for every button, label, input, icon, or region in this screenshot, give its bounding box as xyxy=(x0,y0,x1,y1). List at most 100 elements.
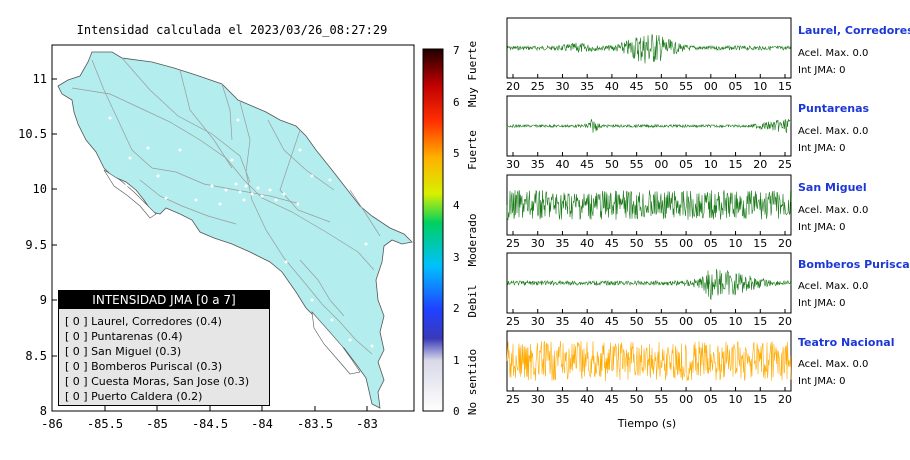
time-tick-label: 45 xyxy=(605,237,619,250)
time-tick-label: 35 xyxy=(531,158,545,171)
waveform-trace xyxy=(506,340,792,382)
colorbar-labels: No sentido Debil Moderado Fuerte Muy Fue… xyxy=(466,41,479,415)
station-name: San Miguel xyxy=(798,181,867,194)
station-jma: Int JMA: 0 xyxy=(798,376,846,387)
colorbar-tick: 3 xyxy=(453,251,460,264)
map-x-tick: -85 xyxy=(146,417,168,431)
time-tick-label: 10 xyxy=(729,315,743,328)
time-tick-label: 10 xyxy=(729,393,743,406)
legend-item: [ 0 ] Laurel, Corredores (0.4) xyxy=(65,315,222,328)
time-tick-label: 40 xyxy=(555,158,569,171)
time-tick-label: 55 xyxy=(654,237,668,250)
time-tick-label: 00 xyxy=(679,237,693,250)
colorbar-tick: 7 xyxy=(453,44,460,57)
time-tick-label: 30 xyxy=(531,393,545,406)
map-x-tick: -85.5 xyxy=(87,417,123,431)
time-tick-label: 55 xyxy=(630,158,644,171)
time-tick-label: 20 xyxy=(778,237,792,250)
station-name: Bomberos Puriscal xyxy=(798,258,910,271)
time-tick-label: 50 xyxy=(630,237,644,250)
map-y-tick: 8.5 xyxy=(25,349,47,363)
time-tick-label: 30 xyxy=(555,80,569,93)
colorbar-label: Moderado xyxy=(466,214,479,267)
intensity-colorbar xyxy=(422,48,444,412)
time-tick-label: 50 xyxy=(630,393,644,406)
station-name: Teatro Nacional xyxy=(798,336,895,349)
colorbar-tick: 0 xyxy=(453,405,460,418)
time-tick-label: 15 xyxy=(753,393,767,406)
station-acel: Acel. Max. 0.0 xyxy=(798,359,869,370)
time-tick-label: 25 xyxy=(531,80,545,93)
seismogram-panels: 20 25 30 35 40 45 50 55 00 05 10 15 30 35 40 45 50 55 00 05… xyxy=(506,17,792,406)
time-tick-label: 45 xyxy=(580,158,594,171)
time-tick-label: 00 xyxy=(679,393,693,406)
time-tick-label: 25 xyxy=(506,393,520,406)
time-tick-label: 20 xyxy=(778,315,792,328)
time-tick-label: 45 xyxy=(630,80,644,93)
time-tick-label: 35 xyxy=(555,315,569,328)
time-tick-label: 45 xyxy=(605,393,619,406)
colorbar-label: Muy Fuerte xyxy=(466,41,479,107)
time-tick-label: 25 xyxy=(778,158,792,171)
time-tick-label: 35 xyxy=(580,80,594,93)
time-tick-label: 55 xyxy=(654,393,668,406)
time-tick-label: 05 xyxy=(679,158,693,171)
legend-item: [ 0 ] San Miguel (0.3) xyxy=(65,345,182,358)
time-tick-label: 30 xyxy=(531,237,545,250)
map-x-tick: -86 xyxy=(41,417,63,431)
legend-item: [ 0 ] Cuesta Moras, San Jose (0.3) xyxy=(65,375,250,388)
station-name: Puntarenas xyxy=(798,102,870,115)
legend-item: [ 0 ] Puerto Caldera (0.2) xyxy=(65,390,203,403)
colorbar-tick: 5 xyxy=(453,147,460,160)
waveform-trace xyxy=(506,268,792,300)
map-x-tick: -83.5 xyxy=(297,417,333,431)
station-name: Laurel, Corredores xyxy=(798,24,910,37)
colorbar-ticks: 0 1 2 3 4 5 6 7 xyxy=(453,44,460,418)
time-tick-label: 00 xyxy=(654,158,668,171)
time-tick-label: 40 xyxy=(580,393,594,406)
time-tick-label: 30 xyxy=(531,315,545,328)
station-markers xyxy=(108,116,380,348)
time-tick-label: 55 xyxy=(679,80,693,93)
time-tick-label: 55 xyxy=(654,315,668,328)
station-acel: Acel. Max. 0.0 xyxy=(798,205,869,216)
time-tick-label: 50 xyxy=(654,80,668,93)
map-y-tick: 10.5 xyxy=(18,127,47,141)
colorbar-label: Debil xyxy=(466,284,479,317)
time-tick-label: 15 xyxy=(778,80,792,93)
time-tick-label: 45 xyxy=(605,315,619,328)
time-tick-label: 40 xyxy=(580,315,594,328)
station-jma: Int JMA: 0 xyxy=(798,143,846,154)
map-x-tick: -84.5 xyxy=(192,417,228,431)
golfo-dulce xyxy=(311,311,361,375)
intensity-legend: INTENSIDAD JMA [0 a 7] [ 0 ] Laurel, Cor… xyxy=(58,290,270,406)
time-tick-label: 05 xyxy=(704,393,718,406)
time-tick-label: 35 xyxy=(555,237,569,250)
costa-rica-landmass xyxy=(57,51,413,409)
colorbar-label: No sentido xyxy=(466,349,479,415)
map-y-tick: 8 xyxy=(40,404,47,418)
time-tick-label: 35 xyxy=(555,393,569,406)
colorbar-tick: 2 xyxy=(453,302,460,315)
map-y-tick: 9 xyxy=(40,293,47,307)
waveform-trace xyxy=(506,34,792,64)
map-y-axis: 11 10.5 10 9.5 9 8.5 8 xyxy=(18,72,57,418)
time-tick-label: 05 xyxy=(729,80,743,93)
time-axis-label: Tiempo (s) xyxy=(617,417,676,430)
legend-title: INTENSIDAD JMA [0 a 7] xyxy=(59,291,269,309)
map-x-tick: -84 xyxy=(251,417,273,431)
time-tick-label: 40 xyxy=(580,237,594,250)
station-acel: Acel. Max. 0.0 xyxy=(798,281,869,292)
legend-item: [ 0 ] Bomberos Puriscal (0.3) xyxy=(65,360,223,373)
colorbar-tick: 6 xyxy=(453,96,460,109)
time-tick-label: 15 xyxy=(753,315,767,328)
station-acel: Acel. Max. 0.0 xyxy=(798,48,869,59)
time-tick-label: 50 xyxy=(605,158,619,171)
waveform-trace xyxy=(506,118,792,134)
time-tick-label: 00 xyxy=(704,80,718,93)
colorbar-label: Fuerte xyxy=(466,130,479,170)
time-tick-label: 10 xyxy=(753,80,767,93)
colorbar-tick: 1 xyxy=(453,354,460,367)
waveform-trace xyxy=(506,189,792,221)
